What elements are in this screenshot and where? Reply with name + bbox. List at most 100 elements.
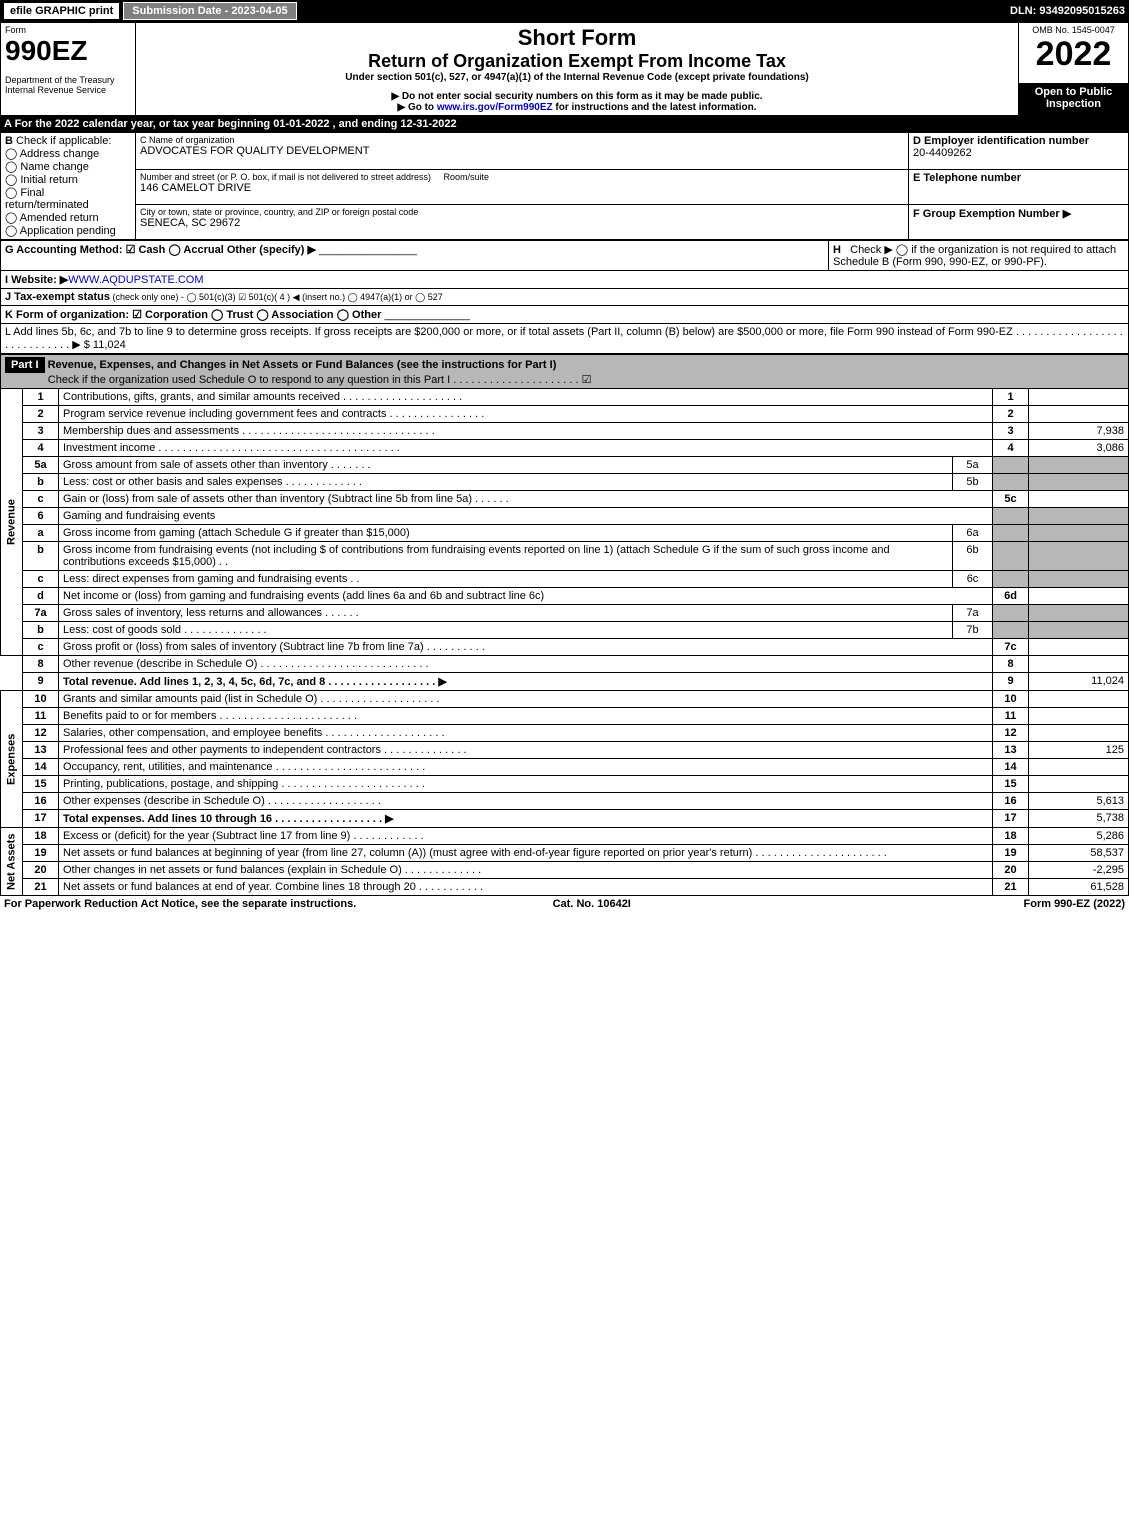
rn-17: 17	[993, 810, 1029, 828]
sub-7a: 7a	[953, 605, 993, 622]
main-title: Return of Organization Exempt From Incom…	[140, 51, 1014, 72]
desc-3: Membership dues and assessments . . . . …	[59, 423, 993, 440]
part1-title: Revenue, Expenses, and Changes in Net As…	[48, 359, 557, 371]
ln-6a: a	[23, 525, 59, 542]
ln-20: 20	[23, 862, 59, 879]
ln-5c: c	[23, 491, 59, 508]
room-label: Room/suite	[443, 172, 489, 182]
ln-4: 4	[23, 440, 59, 457]
desc-19: Net assets or fund balances at beginning…	[59, 845, 993, 862]
sub-6b: 6b	[953, 542, 993, 571]
open-public-badge: Open to Public Inspection	[1019, 83, 1129, 116]
irs-label: Internal Revenue Service	[5, 85, 131, 95]
chk-name: ◯ Name change	[5, 161, 89, 173]
amt-14	[1029, 759, 1129, 776]
rn-6-shade	[993, 508, 1029, 525]
desc-7b: Less: cost of goods sold . . . . . . . .…	[59, 622, 953, 639]
chk-amended: ◯ Amended return	[5, 212, 99, 224]
ln-17: 17	[23, 810, 59, 828]
box-c-city-label: City or town, state or province, country…	[140, 207, 904, 217]
desc-7c: Gross profit or (loss) from sales of inv…	[59, 639, 993, 656]
rn-5a-shade	[993, 457, 1029, 474]
amt-5b-shade	[1029, 474, 1129, 491]
desc-5b: Less: cost or other basis and sales expe…	[59, 474, 953, 491]
amt-2	[1029, 406, 1129, 423]
sub-6a: 6a	[953, 525, 993, 542]
desc-14: Occupancy, rent, utilities, and maintena…	[59, 759, 993, 776]
desc-15: Printing, publications, postage, and shi…	[59, 776, 993, 793]
box-d-label: D Employer identification number	[913, 135, 1089, 147]
street-value: 146 CAMELOT DRIVE	[140, 182, 904, 194]
amt-6c-shade	[1029, 571, 1129, 588]
ln-5b: b	[23, 474, 59, 491]
org-name: ADVOCATES FOR QUALITY DEVELOPMENT	[140, 145, 904, 157]
efile-label: efile GRAPHIC print	[4, 3, 119, 19]
desc-4: Investment income . . . . . . . . . . . …	[59, 440, 993, 457]
rn-16: 16	[993, 793, 1029, 810]
amt-19: 58,537	[1029, 845, 1129, 862]
amt-3: 7,938	[1029, 423, 1129, 440]
footer-mid: Cat. No. 10642I	[553, 898, 631, 910]
org-info-table: B Check if applicable: ◯ Address change …	[0, 132, 1129, 240]
ln-19: 19	[23, 845, 59, 862]
box-f-label: F Group Exemption Number ▶	[913, 208, 1071, 220]
rn-15: 15	[993, 776, 1029, 793]
tax-year: 2022	[1023, 35, 1124, 74]
ln-8: 8	[23, 656, 59, 673]
ln-6: 6	[23, 508, 59, 525]
ln-6b: b	[23, 542, 59, 571]
ln-7b: b	[23, 622, 59, 639]
desc-11: Benefits paid to or for members . . . . …	[59, 708, 993, 725]
rn-1: 1	[993, 389, 1029, 406]
website-link[interactable]: WWW.AQDUPSTATE.COM	[68, 274, 203, 286]
desc-13: Professional fees and other payments to …	[59, 742, 993, 759]
desc-10: Grants and similar amounts paid (list in…	[59, 691, 993, 708]
box-b-check: Check if applicable:	[16, 135, 111, 147]
rn-7c: 7c	[993, 639, 1029, 656]
rn-19: 19	[993, 845, 1029, 862]
amt-7a-shade	[1029, 605, 1129, 622]
irs-link[interactable]: www.irs.gov/Form990EZ	[437, 102, 553, 113]
ln-7a: 7a	[23, 605, 59, 622]
rn-2: 2	[993, 406, 1029, 423]
amt-1	[1029, 389, 1129, 406]
desc-6: Gaming and fundraising events	[59, 508, 993, 525]
rn-20: 20	[993, 862, 1029, 879]
form-word: Form	[5, 25, 131, 35]
desc-1: Contributions, gifts, grants, and simila…	[59, 389, 993, 406]
expenses-vlabel: Expenses	[1, 691, 23, 828]
short-form-title: Short Form	[140, 25, 1014, 51]
amt-7c	[1029, 639, 1129, 656]
line-g: G Accounting Method: ☑ Cash ◯ Accrual Ot…	[5, 244, 316, 256]
rn-5b-shade	[993, 474, 1029, 491]
note-ssn: ▶ Do not enter social security numbers o…	[140, 91, 1014, 102]
box-e-label: E Telephone number	[913, 172, 1021, 184]
rn-4: 4	[993, 440, 1029, 457]
note2-post: for instructions and the latest informat…	[553, 102, 757, 113]
box-c-name-label: C Name of organization	[140, 135, 904, 145]
note-goto: ▶ Go to www.irs.gov/Form990EZ for instru…	[140, 102, 1014, 113]
rn-6c-shade	[993, 571, 1029, 588]
amt-11	[1029, 708, 1129, 725]
amt-8	[1029, 656, 1129, 673]
amt-10	[1029, 691, 1129, 708]
sub-7b: 7b	[953, 622, 993, 639]
amt-20: -2,295	[1029, 862, 1129, 879]
ln-15: 15	[23, 776, 59, 793]
desc-9: Total revenue. Add lines 1, 2, 3, 4, 5c,…	[63, 676, 447, 688]
footer: For Paperwork Reduction Act Notice, see …	[0, 896, 1129, 912]
form-header-table: Form 990EZ Department of the Treasury In…	[0, 22, 1129, 116]
ln-6d: d	[23, 588, 59, 605]
ln-3: 3	[23, 423, 59, 440]
amt-12	[1029, 725, 1129, 742]
desc-20: Other changes in net assets or fund bala…	[59, 862, 993, 879]
dln: DLN: 93492095015263	[1010, 5, 1125, 17]
amt-18: 5,286	[1029, 828, 1129, 845]
ghijk-table: G Accounting Method: ☑ Cash ◯ Accrual Ot…	[0, 240, 1129, 354]
top-bar: efile GRAPHIC print Submission Date - 20…	[0, 0, 1129, 22]
subtitle: Under section 501(c), 527, or 4947(a)(1)…	[140, 72, 1014, 83]
city-value: SENECA, SC 29672	[140, 217, 904, 229]
part1-check: Check if the organization used Schedule …	[48, 374, 592, 386]
note2-pre: ▶ Go to	[397, 102, 436, 113]
amt-7b-shade	[1029, 622, 1129, 639]
